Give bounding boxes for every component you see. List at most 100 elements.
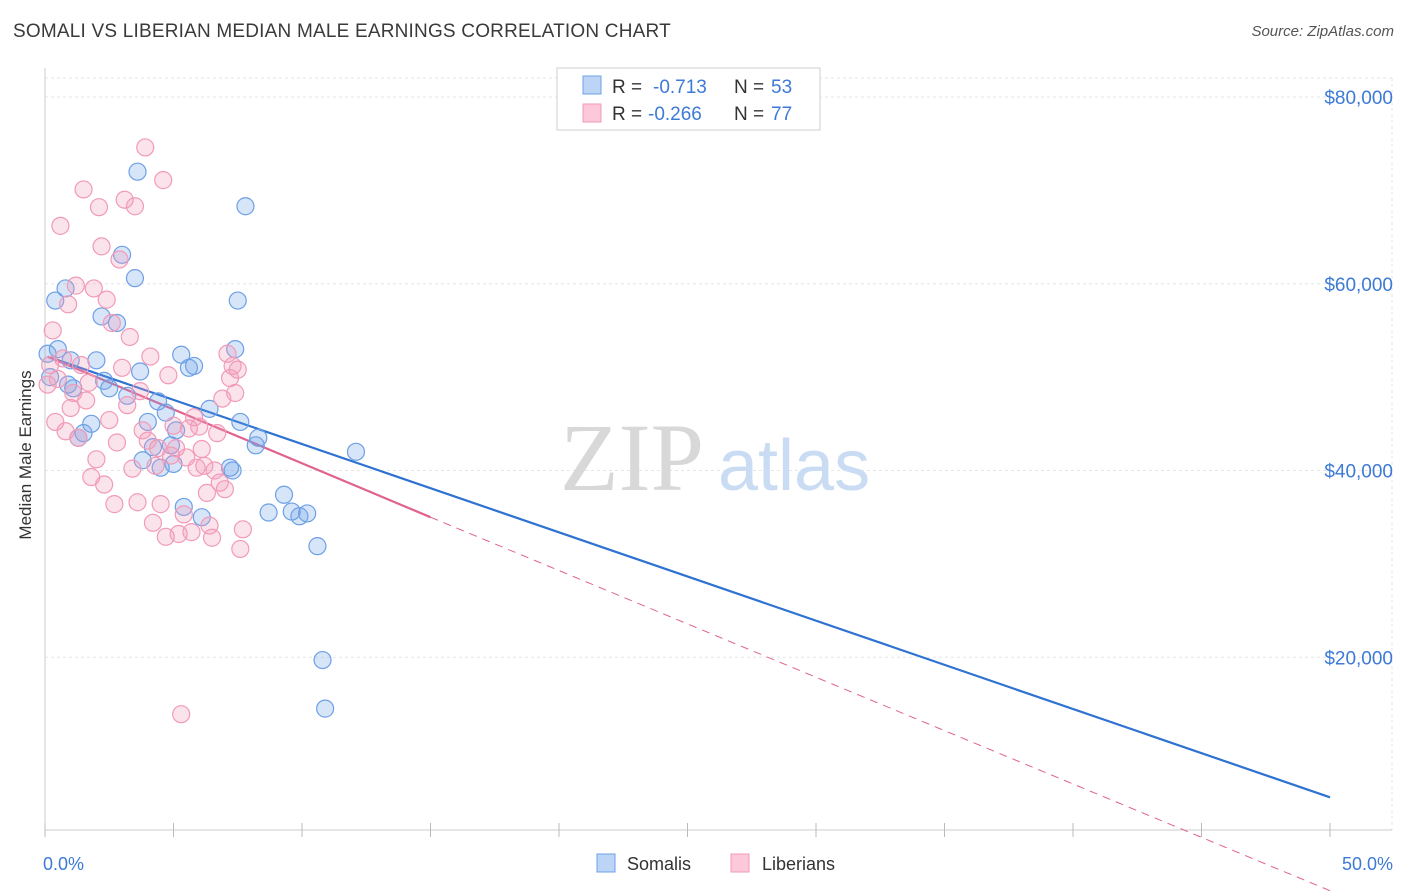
point-liberians-47: [159, 366, 178, 385]
point-liberians-28: [110, 250, 129, 269]
point-somalis-51: [316, 699, 335, 718]
legend-n-value-1: 77: [771, 104, 792, 125]
legend-n-label-1: N =: [734, 104, 764, 125]
point-liberians-24: [100, 410, 119, 430]
watermark: ZIP atlas: [560, 404, 870, 511]
point-liberians-41: [143, 513, 163, 532]
point-liberians-19: [87, 450, 106, 469]
point-liberians-49: [164, 416, 183, 435]
point-liberians-18: [84, 279, 103, 298]
point-liberians-62: [197, 483, 217, 503]
tick-labels: $20,000 $40,000 $60,000 $80,000 0.0% 50.0%: [43, 88, 1393, 874]
point-liberians-11: [66, 276, 85, 295]
point-liberians-23: [97, 290, 116, 309]
point-liberians-42: [146, 456, 165, 475]
point-liberians-27: [107, 433, 127, 452]
source-label: Source: ZipAtlas.com: [1251, 23, 1394, 40]
point-liberians-29: [112, 358, 132, 377]
point-liberians-64: [202, 528, 222, 547]
point-liberians-37: [133, 421, 152, 440]
point-somalis-37: [223, 461, 242, 480]
point-somalis-48: [298, 504, 317, 523]
point-liberians-44: [151, 495, 170, 514]
point-liberians-31: [118, 396, 137, 415]
point-liberians-60: [192, 439, 211, 459]
point-liberians-6: [53, 349, 73, 368]
point-liberians-73: [226, 383, 245, 403]
point-somalis-19: [128, 162, 147, 181]
point-somalis-49: [308, 537, 327, 556]
legend-swatch-liberians: [582, 103, 602, 123]
watermark-zip: ZIP: [560, 404, 704, 511]
legend-bottom-label-somalis: Somalis: [627, 854, 691, 874]
x-tick-label-0: 0.0%: [43, 854, 84, 874]
legend-bottom: Somalis Liberians: [596, 853, 835, 874]
point-somalis-41: [236, 197, 255, 216]
point-liberians-16: [79, 373, 98, 392]
point-somalis-40: [231, 412, 250, 432]
point-somalis-15: [107, 313, 127, 333]
point-somalis-42: [246, 436, 265, 455]
point-somalis-12: [92, 307, 111, 326]
point-liberians-61: [195, 456, 214, 475]
point-liberians-75: [231, 539, 250, 559]
point-liberians-52: [172, 705, 191, 724]
point-liberians-33: [123, 459, 142, 478]
point-liberians-30: [115, 190, 134, 209]
point-somalis-10: [82, 414, 101, 433]
point-liberians-20: [89, 198, 109, 217]
point-liberians-66: [208, 424, 227, 443]
watermark-atlas: atlas: [718, 426, 870, 506]
y-axis-label: Median Male Earnings: [16, 370, 35, 539]
y-tick-label-1: $40,000: [1324, 462, 1393, 483]
point-somalis-52: [346, 442, 366, 461]
point-liberians-3: [46, 412, 65, 432]
point-liberians-26: [105, 495, 124, 514]
point-somalis-33: [184, 356, 204, 376]
legend-r-value-1: -0.266: [648, 104, 702, 125]
point-somalis-4: [56, 279, 75, 298]
x-tick-label-1: 50.0%: [1342, 854, 1393, 874]
point-liberians-53: [174, 505, 193, 524]
gridlines: [45, 77, 1393, 830]
legend-n-value-0: 53: [771, 77, 792, 98]
point-somalis-43: [249, 428, 268, 447]
chart-title: SOMALI VS LIBERIAN MEDIAN MALE EARNINGS …: [13, 21, 671, 42]
legend-bottom-swatch-somalis: [596, 853, 616, 873]
point-somalis-3: [48, 340, 67, 359]
legend-bottom-label-liberians: Liberians: [762, 854, 835, 874]
point-liberians-4: [48, 369, 67, 389]
point-liberians-2: [43, 321, 62, 340]
point-liberians-39: [138, 431, 157, 450]
point-liberians-25: [102, 313, 121, 333]
legend-r-label-0: R =: [612, 77, 642, 98]
point-liberians-35: [128, 493, 147, 512]
y-tick-label-2: $60,000: [1324, 275, 1393, 296]
point-liberians-74: [228, 360, 247, 379]
point-liberians-34: [125, 197, 145, 216]
point-somalis-31: [174, 497, 193, 517]
point-somalis-11: [87, 351, 106, 370]
point-liberians-38: [136, 138, 155, 157]
point-somalis-14: [100, 379, 119, 398]
point-somalis-35: [200, 399, 219, 418]
point-liberians-59: [190, 417, 209, 436]
point-somalis-36: [220, 458, 240, 477]
point-liberians-45: [154, 171, 173, 190]
y-tick-label-0: $20,000: [1324, 648, 1393, 669]
point-somalis-20: [130, 362, 150, 381]
point-liberians-32: [120, 327, 139, 347]
point-liberians-69: [215, 480, 234, 499]
point-liberians-50: [166, 438, 186, 458]
point-liberians-15: [77, 391, 96, 410]
point-liberians-9: [61, 398, 80, 418]
point-liberians-14: [74, 180, 93, 199]
trend-line-liberians-2: [430, 516, 1331, 892]
axes: [44, 68, 1392, 837]
point-liberians-22: [95, 475, 114, 494]
legend-r-value-0: -0.713: [653, 77, 707, 98]
point-liberians-8: [59, 295, 78, 314]
point-liberians-5: [51, 216, 70, 235]
point-liberians-0: [38, 375, 57, 394]
